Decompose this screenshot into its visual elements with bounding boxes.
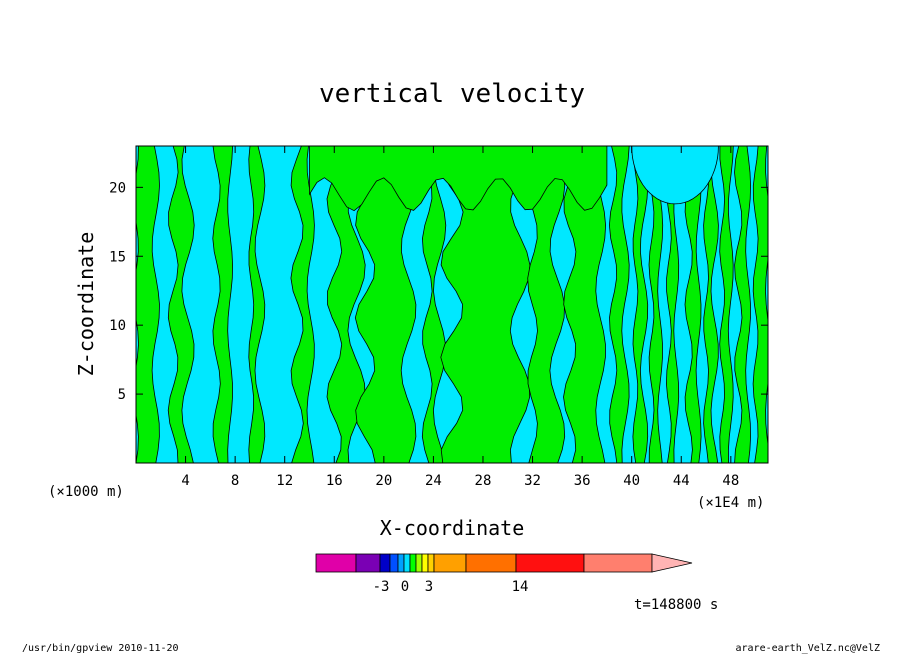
plot-frame <box>135 145 769 464</box>
colorbar-arrow <box>651 553 693 573</box>
axis-ticks <box>136 146 768 463</box>
contour-band <box>248 146 266 463</box>
x-tick-label: 40 <box>623 473 640 489</box>
colorbar-swatch <box>409 553 417 573</box>
colorbar-swatch <box>397 553 405 573</box>
y-tick-label: 15 <box>109 249 126 265</box>
contour-band <box>354 146 417 463</box>
plot-area <box>135 145 769 464</box>
contour-band <box>608 146 630 463</box>
contour-band <box>684 146 702 463</box>
colorbar-swatch <box>583 553 653 573</box>
contour-band <box>665 146 680 463</box>
colorbar-swatch <box>355 553 381 573</box>
colorbar-swatch <box>379 553 391 573</box>
colorbar-swatch <box>315 553 357 573</box>
time-stamp: t=148800 s <box>634 597 718 613</box>
contour-band <box>136 146 160 463</box>
x-tick-label: 24 <box>425 473 442 489</box>
contour-band <box>326 146 366 463</box>
contour-band <box>563 146 607 463</box>
footer-right: arare-earth_VelZ.nc@VelZ <box>736 643 881 654</box>
y-tick-label: 5 <box>118 387 126 403</box>
colorbar-swatch <box>515 553 585 573</box>
colorbar-swatch <box>433 553 467 573</box>
contour-band <box>719 146 734 463</box>
x-unit-left: (×1000 m) <box>48 484 124 500</box>
contour-bands <box>136 146 768 463</box>
contour-band <box>631 146 719 205</box>
colorbar-swatch <box>415 553 423 573</box>
x-unit-right: (×1E4 m) <box>697 495 764 511</box>
colorbar-swatch <box>421 553 429 573</box>
contour-band <box>290 146 315 463</box>
chart-title: vertical velocity <box>319 79 585 109</box>
contour-band <box>167 146 195 463</box>
colorbar-tick-label: -3 <box>373 579 390 595</box>
colorbar-tick-label: 0 <box>401 579 409 595</box>
x-tick-label: 44 <box>673 473 690 489</box>
y-tick-label: 20 <box>109 180 126 196</box>
footer-left: /usr/bin/gpview 2010-11-20 <box>22 643 179 654</box>
contour-band <box>212 146 234 463</box>
x-tick-label: 4 <box>181 473 189 489</box>
x-tick-label: 8 <box>231 473 239 489</box>
contour-band <box>527 146 566 463</box>
x-tick-label: 36 <box>574 473 591 489</box>
colorbar-swatch <box>389 553 399 573</box>
x-tick-label: 32 <box>524 473 541 489</box>
x-tick-label: 16 <box>326 473 343 489</box>
y-tick-label: 10 <box>109 318 126 334</box>
y-axis-label: Z-coordinate <box>74 232 98 377</box>
contour-band <box>734 146 752 463</box>
contour-band <box>632 146 649 463</box>
x-axis-label: X-coordinate <box>380 516 525 540</box>
colorbar-tick-label: 3 <box>425 579 433 595</box>
x-tick-label: 20 <box>375 473 392 489</box>
contour-band <box>440 146 531 463</box>
colorbar-swatch <box>465 553 517 573</box>
contour-band <box>309 146 608 212</box>
contour-band <box>648 146 664 463</box>
contour-band <box>703 146 719 463</box>
colorbar-tick-label: 14 <box>512 579 529 595</box>
colorbar: -3 0 3 14 <box>315 553 693 595</box>
x-tick-label: 12 <box>276 473 293 489</box>
contour-band <box>752 146 768 463</box>
x-tick-label: 28 <box>475 473 492 489</box>
x-tick-label: 48 <box>722 473 739 489</box>
colorbar-swatch <box>427 553 435 573</box>
colorbar-swatch <box>403 553 411 573</box>
